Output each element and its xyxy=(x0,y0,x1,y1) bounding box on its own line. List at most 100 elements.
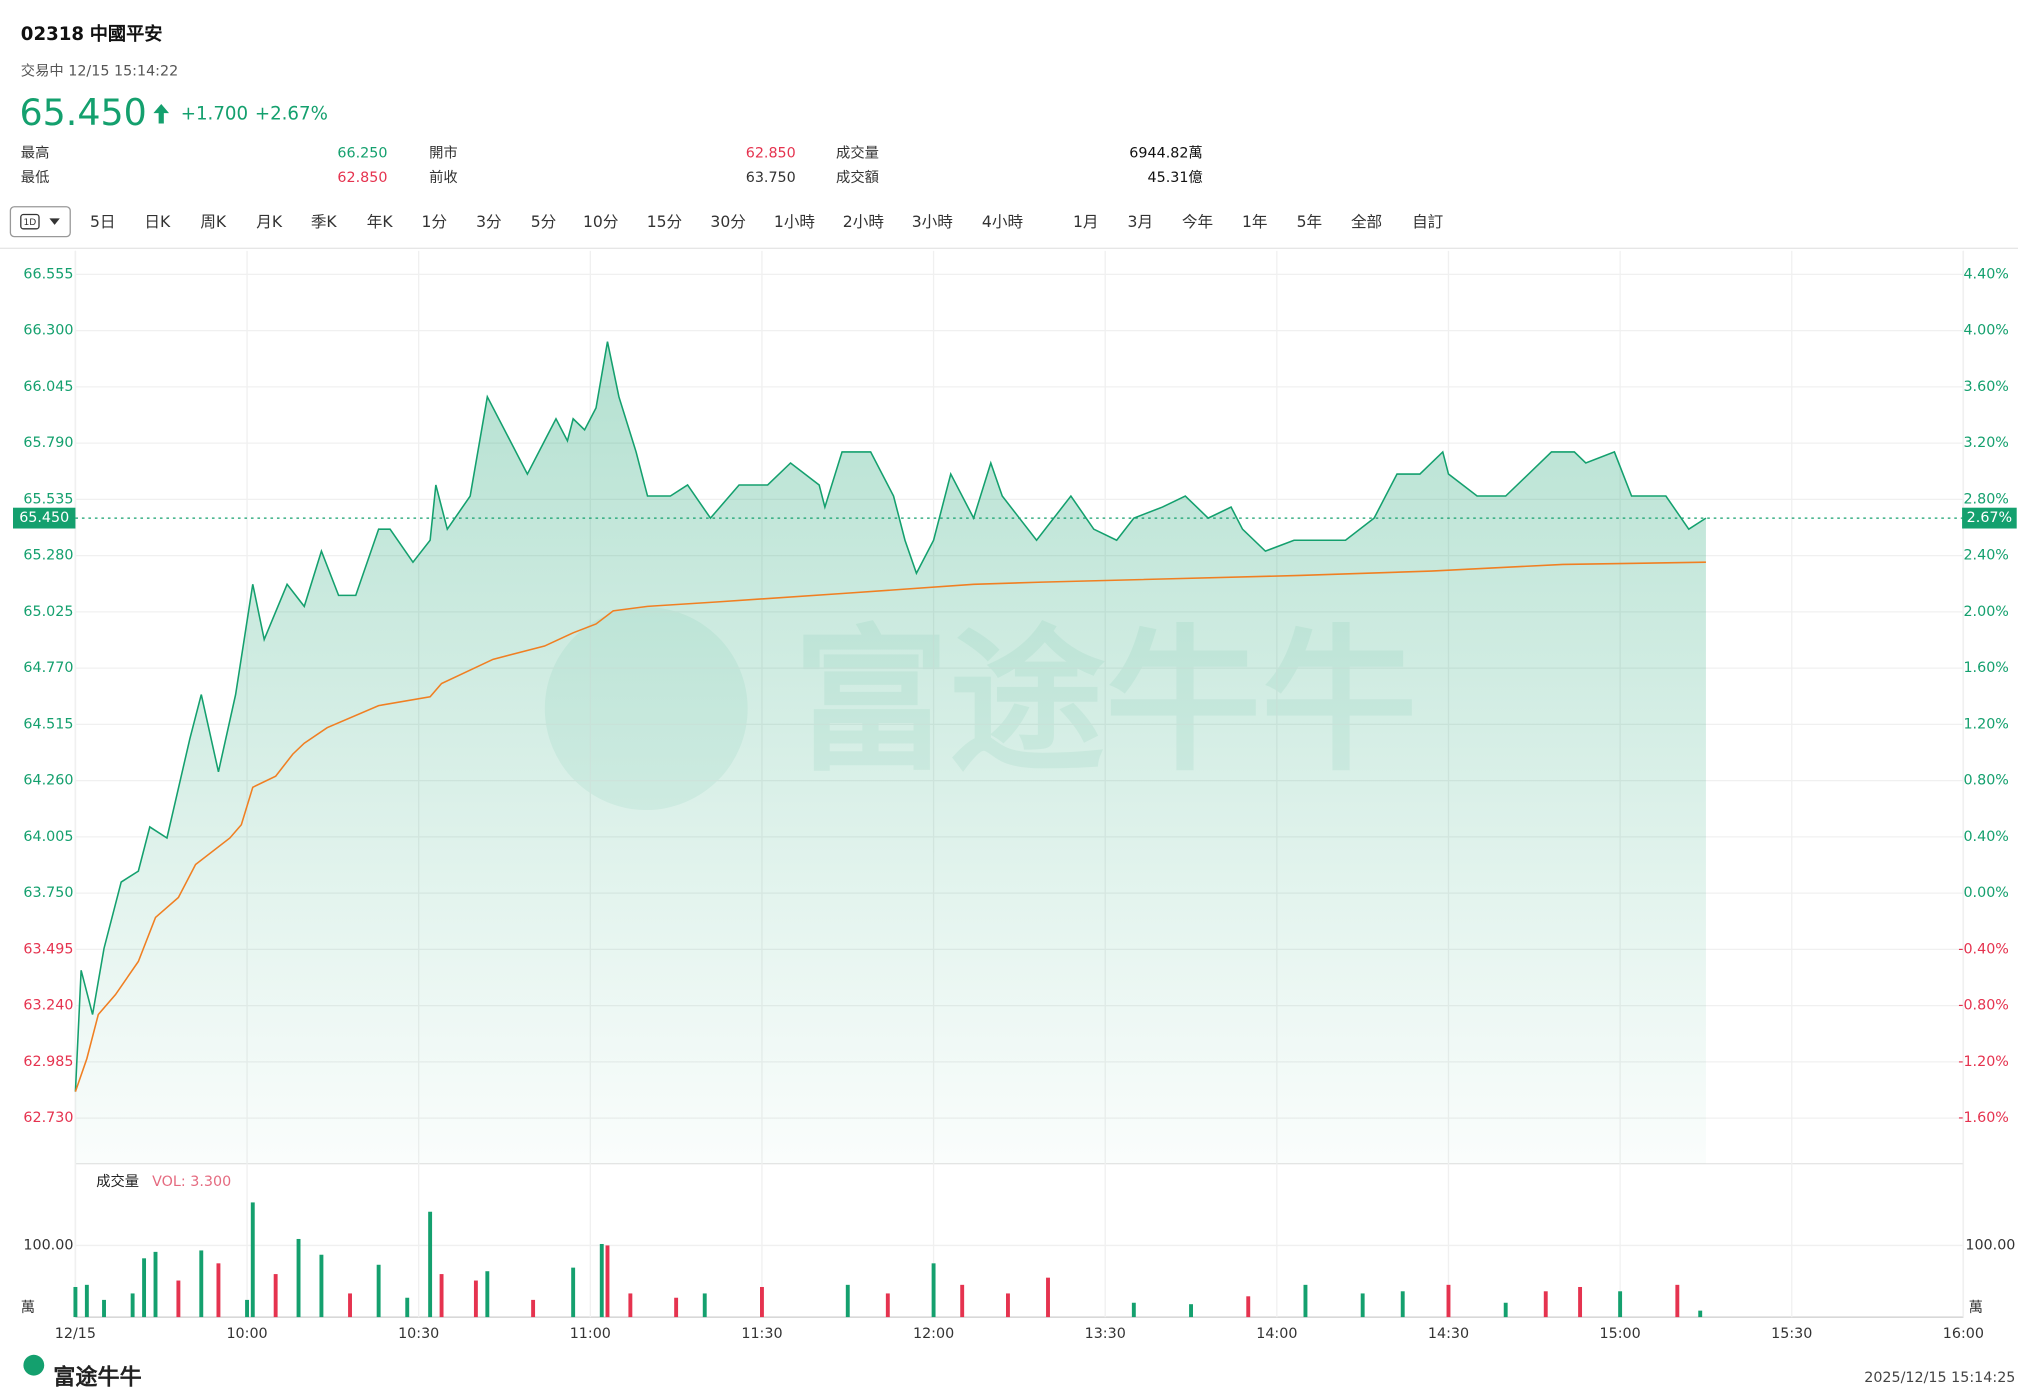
volume-bar xyxy=(1618,1291,1623,1318)
volume-bar xyxy=(571,1267,576,1318)
x-tick-label: 10:30 xyxy=(398,1326,439,1342)
x-tick-label: 10:00 xyxy=(226,1326,267,1342)
volume-bar xyxy=(599,1243,604,1318)
volume-bar xyxy=(1246,1296,1251,1318)
stat-value: 63.750 xyxy=(746,170,796,186)
timestamp: 2025/12/15 15:14:25 xyxy=(1864,1370,2015,1386)
volume-bar xyxy=(1578,1286,1583,1318)
stat-value: 45.31億 xyxy=(1148,169,1203,186)
price-change-pct: +2.67% xyxy=(255,103,328,124)
stat-value: 6944.82萬 xyxy=(1129,144,1202,161)
x-tick-label: 16:00 xyxy=(1943,1326,1984,1342)
volume-bar xyxy=(319,1254,324,1318)
y-tick-label: 62.985 xyxy=(23,1054,73,1070)
dropdown-arrow xyxy=(49,218,60,225)
stat-value: 62.850 xyxy=(746,145,796,161)
volume-bar xyxy=(702,1293,707,1318)
y2-tick-label: 2.00% xyxy=(1963,604,2008,620)
current-pct-label: 2.67% xyxy=(1967,510,2012,526)
volume-bar xyxy=(674,1297,679,1318)
volume-bar xyxy=(1360,1293,1365,1318)
y2-tick-label: 3.60% xyxy=(1963,379,2008,395)
period-button[interactable]: 3月 xyxy=(1128,213,1154,231)
y2-tick-label: 0.80% xyxy=(1963,773,2008,789)
y2-tick-label: 0.00% xyxy=(1963,885,2008,901)
current-pct-box xyxy=(1962,507,2017,529)
period-button[interactable]: 日K xyxy=(144,213,171,231)
period-button[interactable]: 5日 xyxy=(90,213,116,231)
y-tick-label: 64.005 xyxy=(23,829,73,845)
y-tick-label: 66.555 xyxy=(23,266,73,282)
period-button[interactable]: 全部 xyxy=(1351,213,1382,231)
y-tick-label: 65.790 xyxy=(23,435,73,451)
volume-bar xyxy=(628,1293,633,1318)
y2-tick-label: 4.40% xyxy=(1963,266,2008,282)
period-button[interactable]: 3小時 xyxy=(912,213,954,231)
x-tick-label: 11:00 xyxy=(570,1326,611,1342)
period-selected: 1D xyxy=(24,218,37,228)
volume-tick-label: 100.00 xyxy=(23,1237,73,1253)
volume-unit: 萬 xyxy=(1969,1299,1983,1316)
stock-code: 02318 xyxy=(21,24,84,45)
volume-bar xyxy=(1189,1304,1193,1318)
volume-bar xyxy=(1131,1302,1136,1318)
y2-tick-label: 2.40% xyxy=(1963,548,2008,564)
period-button[interactable]: 2小時 xyxy=(843,213,885,231)
volume-bar xyxy=(1675,1284,1680,1318)
y2-tick-label: -1.60% xyxy=(1958,1110,2009,1126)
stat-label: 成交額 xyxy=(836,168,879,186)
y-tick-label: 65.025 xyxy=(23,604,73,620)
volume-bar xyxy=(931,1263,936,1318)
y-tick-label: 62.730 xyxy=(23,1110,73,1126)
stock-name: 中國平安 xyxy=(90,23,163,45)
price-area xyxy=(75,341,1706,1164)
volume-bar xyxy=(405,1297,410,1318)
y-tick-label: 65.535 xyxy=(23,491,73,507)
y-tick-label: 63.240 xyxy=(23,998,73,1014)
avg-line xyxy=(74,561,1706,1092)
period-button[interactable]: 1分 xyxy=(422,213,448,231)
volume-bar xyxy=(1400,1291,1405,1318)
period-button[interactable]: 1月 xyxy=(1073,213,1099,231)
x-tick-label: 12:00 xyxy=(913,1326,954,1342)
volume-bar xyxy=(199,1250,204,1318)
period-button[interactable]: 月K xyxy=(256,213,283,231)
period-button[interactable]: 10分 xyxy=(583,213,618,231)
y-tick-label: 64.260 xyxy=(23,773,73,789)
volume-bar xyxy=(1698,1310,1703,1318)
volume-bar xyxy=(376,1264,381,1318)
x-tick-label: 15:30 xyxy=(1771,1326,1812,1342)
volume-tick-label: 100.00 xyxy=(1965,1237,2015,1253)
period-button[interactable]: 周K xyxy=(200,213,227,231)
volume-bar xyxy=(73,1286,78,1318)
period-button[interactable]: 3分 xyxy=(476,213,502,231)
x-tick-label: 11:30 xyxy=(741,1326,782,1342)
stat-label: 開市 xyxy=(429,144,458,161)
period-button[interactable]: 季K xyxy=(311,213,338,231)
period-button[interactable]: 年K xyxy=(367,213,394,231)
period-button[interactable]: 自訂 xyxy=(1412,213,1443,231)
y2-tick-label: 1.20% xyxy=(1963,716,2008,732)
x-tick-label: 14:30 xyxy=(1428,1326,1469,1342)
period-button[interactable]: 今年 xyxy=(1182,213,1213,231)
period-button[interactable]: 5年 xyxy=(1297,213,1323,231)
x-tick-label: 15:00 xyxy=(1600,1326,1641,1342)
y2-tick-label: 3.20% xyxy=(1963,435,2008,451)
volume-bar xyxy=(348,1293,352,1318)
period-button[interactable]: 5分 xyxy=(531,213,557,231)
period-select[interactable] xyxy=(9,206,71,238)
toolbar: 5日 日K 周K 月K 季K 年K 1分 3分 5分 10分 15分 30分 1小時 2小時 3小時 4小時 1… xyxy=(90,213,1443,231)
y-tick-label: 64.515 xyxy=(23,716,73,732)
volume-bar xyxy=(1503,1302,1508,1318)
volume-bar xyxy=(130,1293,135,1318)
period-button[interactable]: 15分 xyxy=(647,213,682,231)
x-tick-label: 14:00 xyxy=(1256,1326,1297,1342)
volume-bar xyxy=(473,1280,478,1318)
volume-bar xyxy=(885,1293,890,1318)
period-button[interactable]: 1年 xyxy=(1242,213,1268,231)
period-button[interactable]: 30分 xyxy=(710,213,745,231)
period-button[interactable]: 1小時 xyxy=(774,213,816,231)
volume-bar xyxy=(960,1284,965,1318)
price-change: +1.700 xyxy=(181,103,248,124)
period-button[interactable]: 4小時 xyxy=(982,213,1024,231)
